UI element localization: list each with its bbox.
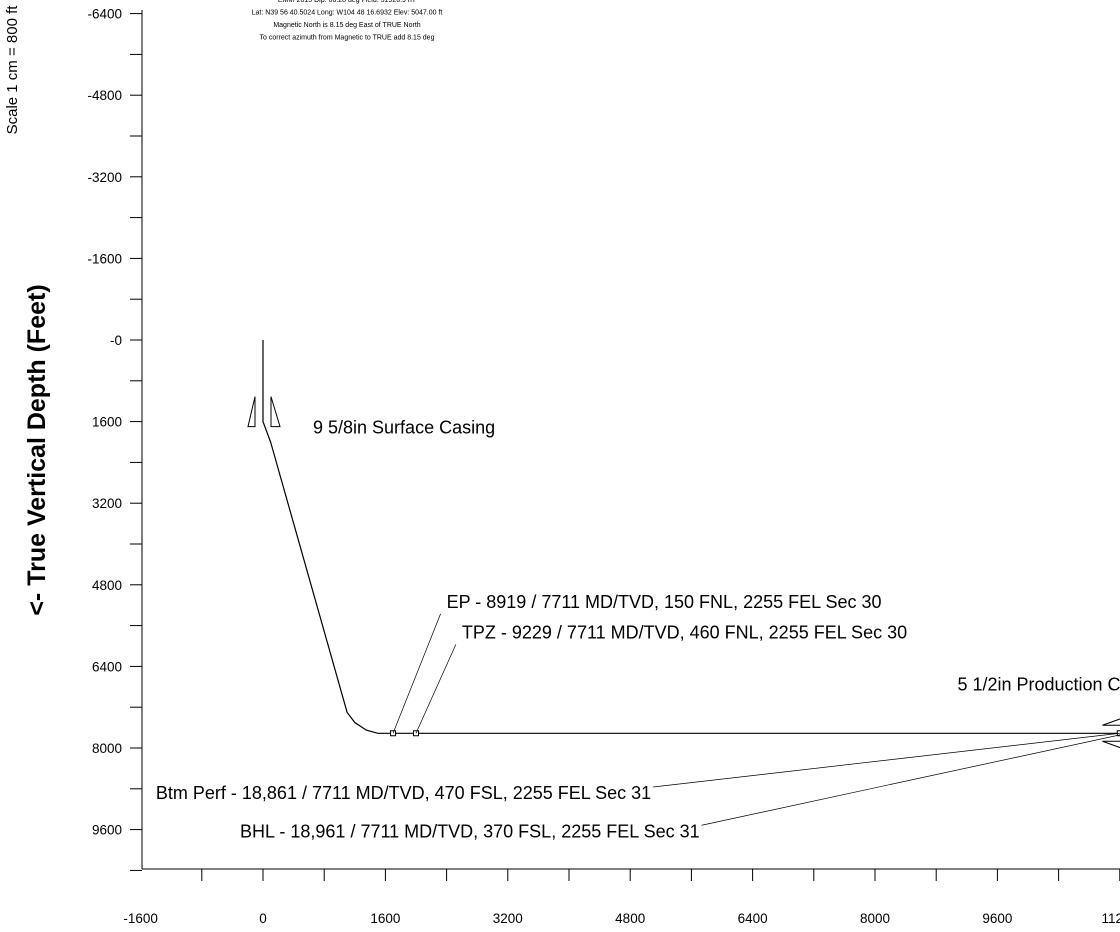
y-tick-label: -4800 — [87, 88, 122, 103]
casing-shoe-top — [1102, 718, 1120, 726]
header-line: Lat: N39 56 40.5024 Long: W104 48 16.693… — [252, 10, 443, 17]
header-block: EMM-2015 Dip: 66.28 deg Field: 51926.9 n… — [252, 0, 443, 42]
annotation-leader — [392, 613, 441, 734]
y-tick-labels: -6400 -4800 -3200 -1600 -0 1600 3200 4800 6400 80… — [87, 7, 122, 838]
x-tick-label: 3200 — [493, 911, 523, 926]
axes — [130, 10, 1120, 881]
y-tick-label: 6400 — [92, 659, 122, 674]
y-tick-label: 8000 — [92, 741, 122, 756]
casing-shoe-left — [247, 396, 256, 428]
y-tick-label: 3200 — [92, 496, 122, 511]
x-tick-label: 6400 — [738, 911, 768, 926]
header-line: EMM-2015 Dip: 66.28 deg Field: 51926.9 n… — [278, 0, 417, 4]
annotation-group: EP - 8919 / 7711 MD/TVD, 150 FNL, 2255 F… — [156, 592, 1120, 841]
header-line: To correct azimuth from Magnetic to TRUE… — [260, 35, 435, 42]
casing-label: 9 5/8in Surface Casing — [313, 418, 495, 438]
casing-shoe-right — [270, 396, 281, 428]
x-tick-label: 9600 — [982, 911, 1012, 926]
casing-shoe-bottom — [1102, 740, 1120, 749]
casing-label: 5 1/2in Production Casing — [957, 674, 1120, 694]
x-tick-labels: -160001600320048006400800096001120012800… — [123, 911, 1120, 926]
x-tick-label: 1600 — [370, 911, 400, 926]
x-tick-label: 8000 — [860, 911, 890, 926]
y-tick-label: -3200 — [87, 170, 122, 185]
y-tick-label: 1600 — [92, 415, 122, 430]
y-axis-label: <- True Vertical Depth (Feet) — [23, 284, 51, 615]
scale-label: Scale 1 cm = 800 ft — [4, 5, 21, 135]
annotation-label: TPZ - 9229 / 7711 MD/TVD, 460 FNL, 2255 … — [462, 622, 907, 642]
y-tick-label: 9600 — [92, 823, 122, 838]
y-tick-label: -6400 — [87, 7, 122, 22]
y-tick-label: -1600 — [87, 251, 122, 266]
annotation-label: BHL - 18,961 / 7711 MD/TVD, 370 FSL, 225… — [240, 821, 700, 841]
annotation-leader — [415, 644, 457, 734]
x-tick-label: 11200 — [1102, 911, 1120, 926]
y-tick-label: 4800 — [92, 578, 122, 593]
x-tick-label: 4800 — [615, 911, 645, 926]
x-tick-label: -1600 — [123, 911, 158, 926]
y-tick-label: -0 — [110, 333, 122, 348]
casing-group: 9 5/8in Surface Casing 5 1/2in Production… — [247, 396, 1120, 749]
annotation-label: Btm Perf - 18,861 / 7711 MD/TVD, 470 FSL… — [156, 783, 651, 803]
header-line: Magnetic North is 8.15 deg East of TRUE … — [273, 22, 420, 29]
annotation-label: EP - 8919 / 7711 MD/TVD, 150 FNL, 2255 F… — [447, 592, 882, 612]
x-tick-label: 0 — [259, 911, 267, 926]
annotation-leader — [653, 732, 1120, 788]
annotation-leader — [701, 734, 1120, 826]
wellpath-line — [262, 340, 1120, 734]
